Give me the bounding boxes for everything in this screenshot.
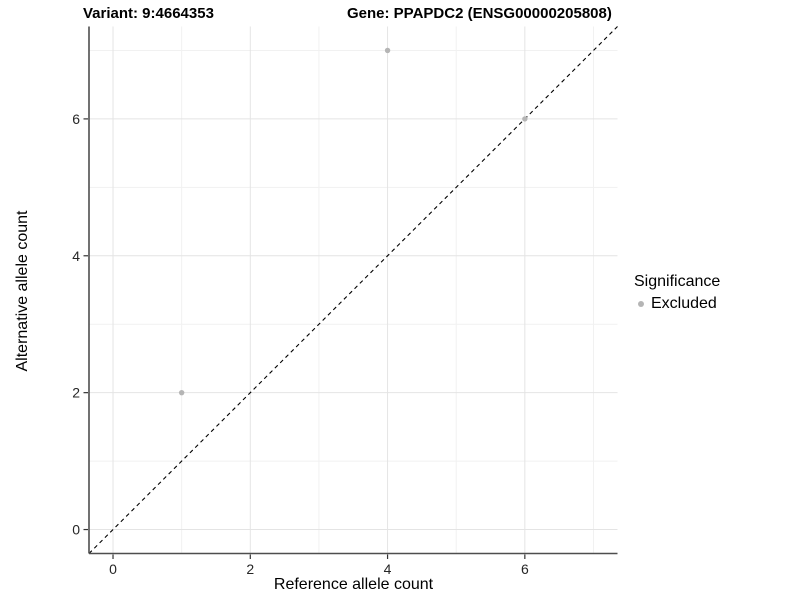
x-tick-label: 0 [109,561,117,577]
legend: Significance Excluded [628,272,800,313]
x-tick-label: 6 [521,561,529,577]
x-axis-title: Reference allele count [273,576,434,593]
legend-key-dot-icon [638,301,644,307]
plot-title-gene: Gene: PPAPDC2 (ENSG00000205808) [347,5,612,22]
y-tick-label: 2 [72,385,80,401]
y-axis-title: Alternative allele count [14,210,31,372]
y-tick-label: 6 [72,111,80,127]
x-tick-label: 4 [384,561,392,577]
x-tick-label: 2 [246,561,254,577]
y-tick-label: 4 [72,248,80,264]
plot-title-variant: Variant: 9:4664353 [83,5,214,22]
legend-item-excluded: Excluded [628,295,800,313]
data-point [178,389,185,396]
data-point [522,116,528,122]
y-tick-label: 0 [72,522,80,538]
data-point [384,47,391,54]
legend-item-label: Excluded [651,295,717,312]
legend-title: Significance [634,273,721,290]
identity-reference-line [88,26,618,554]
